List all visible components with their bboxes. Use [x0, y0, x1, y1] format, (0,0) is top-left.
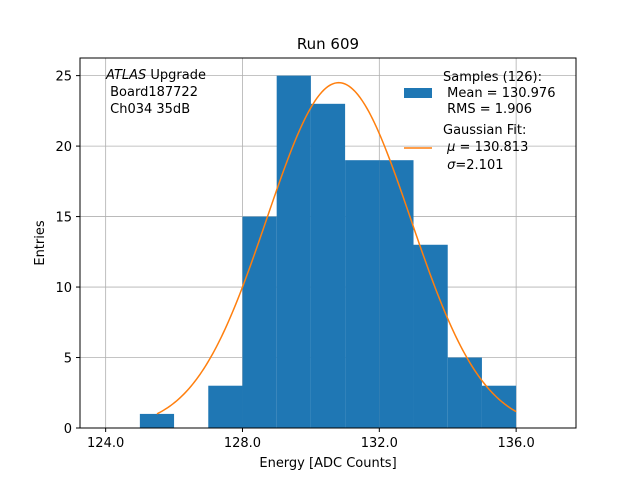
y-tick-label: 25	[55, 70, 72, 85]
histogram-bar	[345, 160, 380, 428]
legend-fit-line-1: Gaussian Fit:	[443, 123, 526, 138]
annotation-line-3: Ch034 35dB	[106, 102, 190, 117]
x-tick-label: 128.0	[224, 436, 261, 451]
x-axis-label: Energy [ADC Counts]	[259, 456, 396, 471]
legend-samples-line-3: RMS = 1.906	[443, 102, 532, 117]
legend-fit-sigma: σ=2.101	[443, 158, 504, 173]
chart-title: Run 609	[297, 35, 359, 53]
x-tick-label: 132.0	[361, 436, 398, 451]
legend-samples-line-1: Samples (126):	[443, 70, 542, 85]
plot-frame	[79, 57, 577, 429]
atlas-annotation: ATLAS Upgrade Board187722 Ch034 35dB	[105, 68, 206, 117]
legend: Samples (126): Mean = 130.976 RMS = 1.90…	[404, 70, 555, 173]
histogram-bar	[208, 385, 243, 428]
histogram-bar	[242, 216, 277, 428]
legend-samples-line-2: Mean = 130.976	[443, 86, 555, 101]
histogram-bar	[139, 413, 175, 428]
annotation-line-2: Board187722	[106, 85, 198, 100]
x-tick-label: 124.0	[87, 436, 124, 451]
histogram-bar	[310, 103, 346, 429]
y-tick-label: 20	[55, 140, 72, 155]
y-tick-label: 0	[64, 422, 72, 437]
histogram-bar	[379, 160, 414, 428]
histogram-bar	[413, 244, 448, 428]
y-tick-label: 15	[55, 211, 72, 226]
histogram-bar	[276, 75, 311, 428]
x-tick-label: 136.0	[498, 436, 535, 451]
annotation-line-1: ATLAS Upgrade	[105, 68, 206, 83]
histogram-bars	[139, 75, 517, 429]
y-axis-ticks: 0 5 10 15 20 25	[55, 70, 80, 437]
histogram-bar	[481, 385, 517, 428]
gaussian-fit-curve	[156, 81, 517, 415]
y-axis-label: Entries	[33, 220, 48, 266]
legend-samples-swatch	[404, 88, 432, 98]
y-tick-label: 10	[55, 281, 72, 296]
legend-fit-mu: μ = 130.813	[443, 140, 528, 155]
histogram-bar	[447, 357, 482, 428]
y-tick-label: 5	[64, 352, 72, 367]
x-axis-ticks: 124.0 128.0 132.0 136.0	[87, 428, 535, 451]
